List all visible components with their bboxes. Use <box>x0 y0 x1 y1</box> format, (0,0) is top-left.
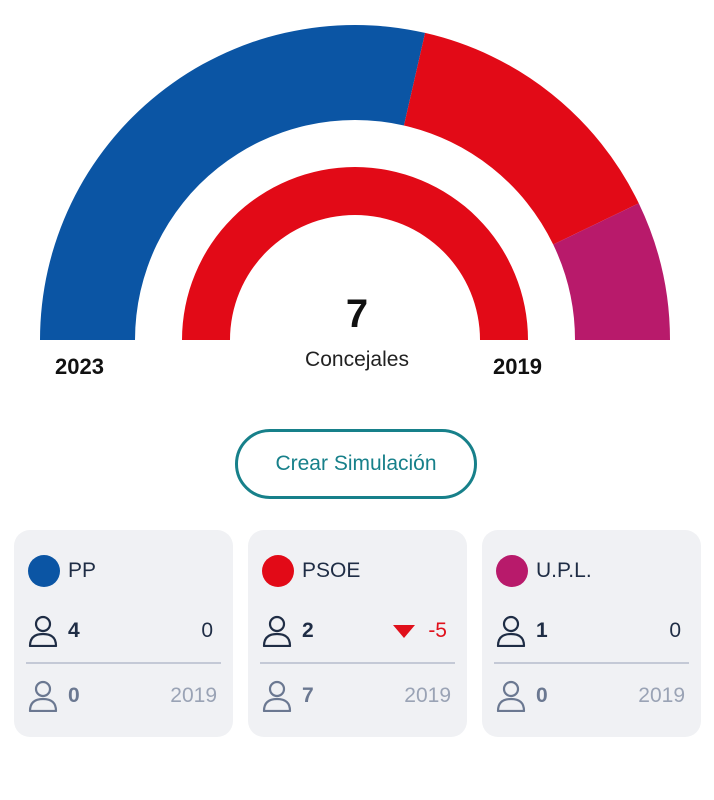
party-name: PSOE <box>302 559 361 582</box>
seats-2023: 1 <box>536 619 548 642</box>
party-card-pp[interactable]: PP 4 0 0 2019 <box>14 530 233 737</box>
arc-2023-psoe <box>403 32 639 245</box>
year-label-2023: 2023 <box>55 354 104 379</box>
person-icon <box>28 615 58 647</box>
previous-year-label: 2019 <box>638 684 685 707</box>
total-seats-value: 7 <box>345 292 369 336</box>
create-simulation-button[interactable]: Crear Simulación <box>235 429 477 499</box>
person-icon <box>262 615 292 647</box>
arc-2023-pp <box>40 24 426 340</box>
divider <box>26 662 221 664</box>
arc-2019-psoe <box>182 167 528 340</box>
seats-2019: 0 <box>536 684 548 707</box>
previous-year-label: 2019 <box>170 684 217 707</box>
person-icon <box>262 680 292 712</box>
arc-2023-upl <box>553 203 670 340</box>
seats-2019: 7 <box>302 684 314 707</box>
divider <box>260 662 455 664</box>
party-color-dot <box>28 555 60 587</box>
hemicycle-chart <box>40 24 670 340</box>
seat-change: 0 <box>669 619 681 642</box>
person-icon <box>496 680 526 712</box>
party-card-upl[interactable]: U.P.L. 1 0 0 2019 <box>482 530 701 737</box>
party-name: U.P.L. <box>536 559 592 582</box>
party-color-dot <box>262 555 294 587</box>
seats-2019: 0 <box>68 684 80 707</box>
person-icon <box>28 680 58 712</box>
year-label-2019: 2019 <box>493 354 542 379</box>
party-name: PP <box>68 559 97 582</box>
party-card-psoe[interactable]: PSOE 2 -5 7 2019 <box>248 530 467 737</box>
decrease-arrow-icon <box>393 625 415 638</box>
seat-change: 0 <box>201 619 213 642</box>
party-color-dot <box>496 555 528 587</box>
seat-change: -5 <box>428 619 447 642</box>
seats-2023: 2 <box>302 619 314 642</box>
divider <box>494 662 689 664</box>
previous-year-label: 2019 <box>404 684 451 707</box>
total-seats-caption: Concejales <box>305 348 409 371</box>
seats-2023: 4 <box>68 619 80 642</box>
person-icon <box>496 615 526 647</box>
